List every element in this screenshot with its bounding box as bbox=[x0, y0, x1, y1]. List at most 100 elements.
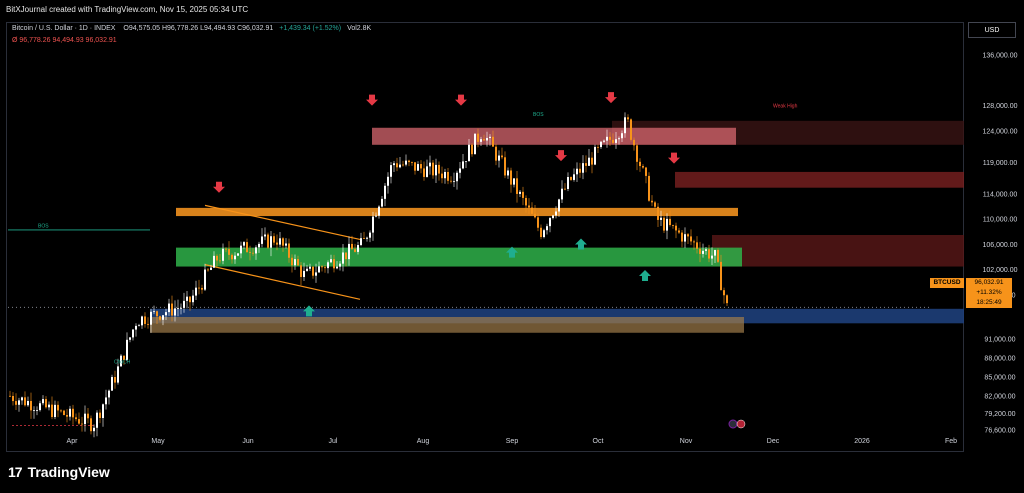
candle-body bbox=[612, 139, 614, 143]
candle-body bbox=[279, 238, 281, 245]
price-tick-label: 82,000.00 bbox=[984, 393, 1015, 400]
candle-body bbox=[54, 404, 56, 418]
candle-body bbox=[552, 215, 554, 219]
tradingview-wordmark: TradingView bbox=[27, 464, 110, 480]
candle-body bbox=[426, 166, 428, 177]
candle-body bbox=[405, 160, 407, 165]
candle-body bbox=[129, 337, 131, 340]
candle-body bbox=[105, 397, 107, 405]
candle-body bbox=[675, 225, 677, 231]
candle-body bbox=[75, 417, 77, 420]
candle-body bbox=[525, 197, 527, 206]
candle-body bbox=[483, 139, 485, 141]
annotations-layer: BOS BOS Weak High ChoCH bbox=[38, 104, 798, 366]
candle-body bbox=[144, 316, 146, 324]
arrow-up-icon bbox=[639, 270, 651, 281]
candle-body bbox=[258, 243, 260, 248]
candle-body bbox=[252, 252, 254, 254]
time-tick-label: Dec bbox=[767, 438, 780, 445]
arrow-down-icon bbox=[366, 94, 378, 106]
candle-body bbox=[135, 325, 137, 330]
currency-button[interactable]: USD bbox=[968, 22, 1016, 38]
candle-body bbox=[348, 243, 350, 260]
candle-body bbox=[321, 266, 323, 268]
tradingview-brand[interactable]: 17 TradingView bbox=[8, 464, 110, 480]
candle-body bbox=[459, 168, 461, 173]
symbol-legend[interactable]: Bitcoin / U.S. Dollar · 1D · INDEX O94,5… bbox=[12, 25, 371, 32]
annotation-label: ChoCH bbox=[114, 360, 131, 366]
candle-body bbox=[225, 248, 227, 250]
candle-body bbox=[270, 236, 272, 248]
candle-body bbox=[408, 160, 410, 163]
candle-body bbox=[495, 146, 497, 161]
candle-body bbox=[192, 295, 194, 303]
candle-body bbox=[357, 245, 359, 252]
candle-body bbox=[588, 157, 590, 166]
candle-body bbox=[99, 412, 101, 419]
arrow-down-icon bbox=[668, 152, 680, 164]
candle-body bbox=[606, 136, 608, 141]
candle-body bbox=[633, 139, 635, 146]
candle-body bbox=[567, 177, 569, 189]
candle-body bbox=[672, 224, 674, 226]
candle-body bbox=[486, 137, 488, 141]
candle-body bbox=[384, 185, 386, 199]
supply-zone-top bbox=[372, 127, 736, 145]
candle-body bbox=[213, 255, 215, 268]
price-tick-label: 128,000.00 bbox=[982, 103, 1017, 110]
candle-body bbox=[123, 355, 125, 361]
candle-body bbox=[462, 161, 464, 169]
candle-body bbox=[561, 188, 563, 200]
candle-body bbox=[219, 260, 221, 262]
support-zone bbox=[150, 317, 744, 333]
candle-body bbox=[492, 136, 494, 147]
candle-body bbox=[351, 243, 353, 250]
candle-body bbox=[333, 259, 335, 269]
candle-body bbox=[111, 377, 113, 391]
candle-body bbox=[477, 133, 479, 142]
time-axis: Apr May Jun Jul Aug Sep Oct Nov Dec 2026 Feb bbox=[67, 419, 957, 445]
attribution-text: BitXJournal created with TradingView.com… bbox=[6, 5, 249, 14]
candle-body bbox=[234, 255, 236, 260]
candle-body bbox=[543, 230, 545, 238]
candle-body bbox=[396, 163, 398, 168]
candle-body bbox=[300, 265, 302, 277]
candle-body bbox=[21, 397, 23, 401]
candle-body bbox=[630, 119, 632, 140]
candle-body bbox=[150, 311, 152, 325]
candle-body bbox=[600, 141, 602, 148]
time-tick-label: Apr bbox=[67, 438, 79, 445]
time-tick-label: Oct bbox=[593, 438, 604, 445]
candle-body bbox=[615, 139, 617, 143]
candle-body bbox=[402, 164, 404, 166]
candle-body bbox=[42, 399, 44, 404]
price-tick-label: 88,000.00 bbox=[984, 356, 1015, 363]
ticker-label: BTCUSD bbox=[930, 278, 964, 288]
candle-body bbox=[24, 397, 26, 406]
candle-body bbox=[33, 410, 35, 412]
indicator-legend[interactable]: Ø 96,778.26 94,494.93 96,032.91 bbox=[12, 37, 117, 44]
candle-body bbox=[132, 329, 134, 338]
candle-body bbox=[621, 133, 623, 139]
candle-body bbox=[564, 188, 566, 190]
candle-body bbox=[441, 173, 443, 179]
arrow-down-icon bbox=[605, 92, 617, 104]
candle-body bbox=[375, 215, 377, 217]
candle-body bbox=[354, 249, 356, 252]
candle-body bbox=[660, 217, 662, 220]
candle-body bbox=[342, 252, 344, 264]
candle-body bbox=[465, 161, 467, 163]
annotation-label: BOS bbox=[533, 112, 544, 118]
candle-body bbox=[711, 255, 713, 259]
candle-body bbox=[594, 146, 596, 165]
candle-body bbox=[684, 234, 686, 242]
last-price-change: +11.32% bbox=[976, 289, 1002, 296]
candle-body bbox=[336, 266, 338, 269]
candle-body bbox=[291, 257, 293, 266]
candle-body bbox=[585, 163, 587, 166]
candle-body bbox=[570, 177, 572, 180]
candle-body bbox=[84, 413, 86, 425]
candle-body bbox=[183, 300, 185, 308]
candle-body bbox=[474, 133, 476, 155]
